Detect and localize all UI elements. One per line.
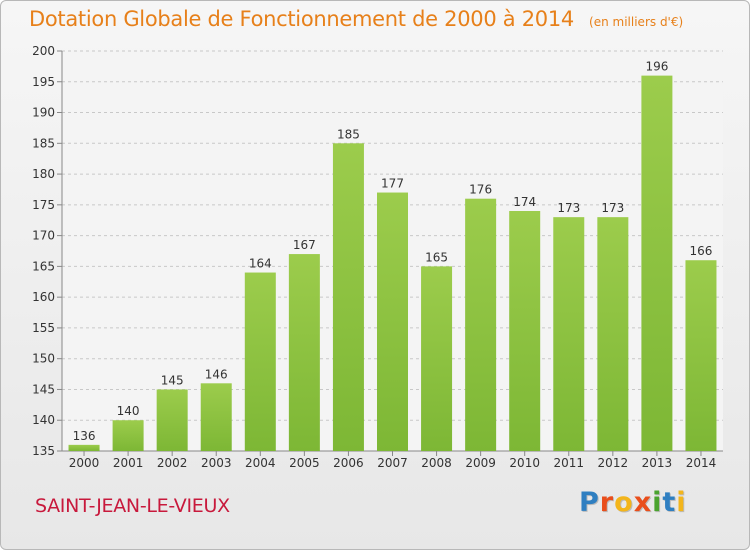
logo-letter: o — [614, 487, 634, 518]
bar-value-label: 185 — [337, 127, 360, 141]
logo-letter: x — [633, 487, 653, 518]
bar — [553, 217, 585, 451]
bar — [377, 192, 408, 452]
bar — [421, 266, 453, 451]
x-tick-label: 2004 — [245, 456, 276, 470]
bar-value-label: 145 — [161, 373, 184, 387]
bar-value-label: 140 — [117, 404, 140, 418]
y-tick-label: 175 — [32, 198, 55, 212]
x-tick-label: 2008 — [421, 456, 452, 470]
x-tick-label: 2000 — [69, 456, 100, 470]
x-tick-label: 2001 — [113, 456, 144, 470]
logo-letter: i — [676, 487, 687, 518]
y-tick-label: 145 — [32, 382, 55, 396]
x-tick-label: 2012 — [598, 456, 629, 470]
bar — [332, 143, 364, 452]
bar — [685, 260, 717, 451]
chart-subtitle: (en milliers d'€) — [589, 15, 684, 29]
bar-value-label: 174 — [513, 195, 536, 209]
bar-value-label: 196 — [645, 60, 668, 74]
bar — [200, 383, 232, 451]
bar-value-label: 146 — [205, 367, 228, 381]
bar-value-label: 173 — [601, 201, 624, 215]
logo-letter: r — [599, 487, 615, 518]
proxiti-logo: Proxiti — [579, 487, 687, 518]
bar-value-label: 167 — [293, 238, 316, 252]
bar-value-label: 177 — [381, 177, 404, 191]
y-tick-label: 195 — [32, 75, 55, 89]
x-tick-label: 2002 — [157, 456, 188, 470]
x-tick-label: 2010 — [509, 456, 540, 470]
bar — [465, 198, 497, 451]
x-tick-label: 2006 — [333, 456, 364, 470]
x-tick-label: 2003 — [201, 456, 232, 470]
bar-value-label: 165 — [425, 250, 448, 264]
y-tick-label: 185 — [32, 136, 55, 150]
bar — [112, 420, 144, 451]
y-tick-label: 140 — [32, 413, 55, 427]
x-tick-label: 2009 — [465, 456, 496, 470]
y-tick-label: 190 — [32, 106, 55, 120]
bar — [156, 389, 188, 451]
title-row: Dotation Globale de Fonctionnement de 20… — [29, 7, 683, 31]
bar — [244, 272, 276, 451]
bar-value-label: 173 — [557, 201, 580, 215]
logo-letter: i — [652, 487, 663, 518]
x-tick-label: 2013 — [642, 456, 673, 470]
bar — [641, 75, 673, 451]
x-tick-label: 2014 — [686, 456, 717, 470]
bar-value-label: 176 — [469, 183, 492, 197]
x-tick-label: 2011 — [553, 456, 584, 470]
bar — [509, 211, 541, 451]
logo-letter: t — [662, 487, 677, 518]
x-tick-label: 2005 — [289, 456, 320, 470]
bar — [597, 217, 629, 451]
chart-title: Dotation Globale de Fonctionnement de 20… — [29, 7, 574, 31]
commune-name: SAINT-JEAN-LE-VIEUX — [35, 495, 230, 517]
bar-value-label: 166 — [690, 244, 713, 258]
y-tick-label: 155 — [32, 321, 55, 335]
logo-letter: P — [579, 487, 600, 518]
bar-value-label: 136 — [73, 429, 96, 443]
y-tick-label: 135 — [32, 444, 55, 458]
y-tick-label: 180 — [32, 167, 55, 181]
bar-value-label: 164 — [249, 257, 272, 271]
bar — [68, 444, 100, 451]
y-tick-label: 165 — [32, 259, 55, 273]
bar — [288, 254, 320, 451]
y-tick-label: 200 — [32, 44, 55, 58]
y-tick-label: 160 — [32, 290, 55, 304]
x-tick-label: 2007 — [377, 456, 408, 470]
y-tick-label: 150 — [32, 352, 55, 366]
y-tick-label: 170 — [32, 229, 55, 243]
